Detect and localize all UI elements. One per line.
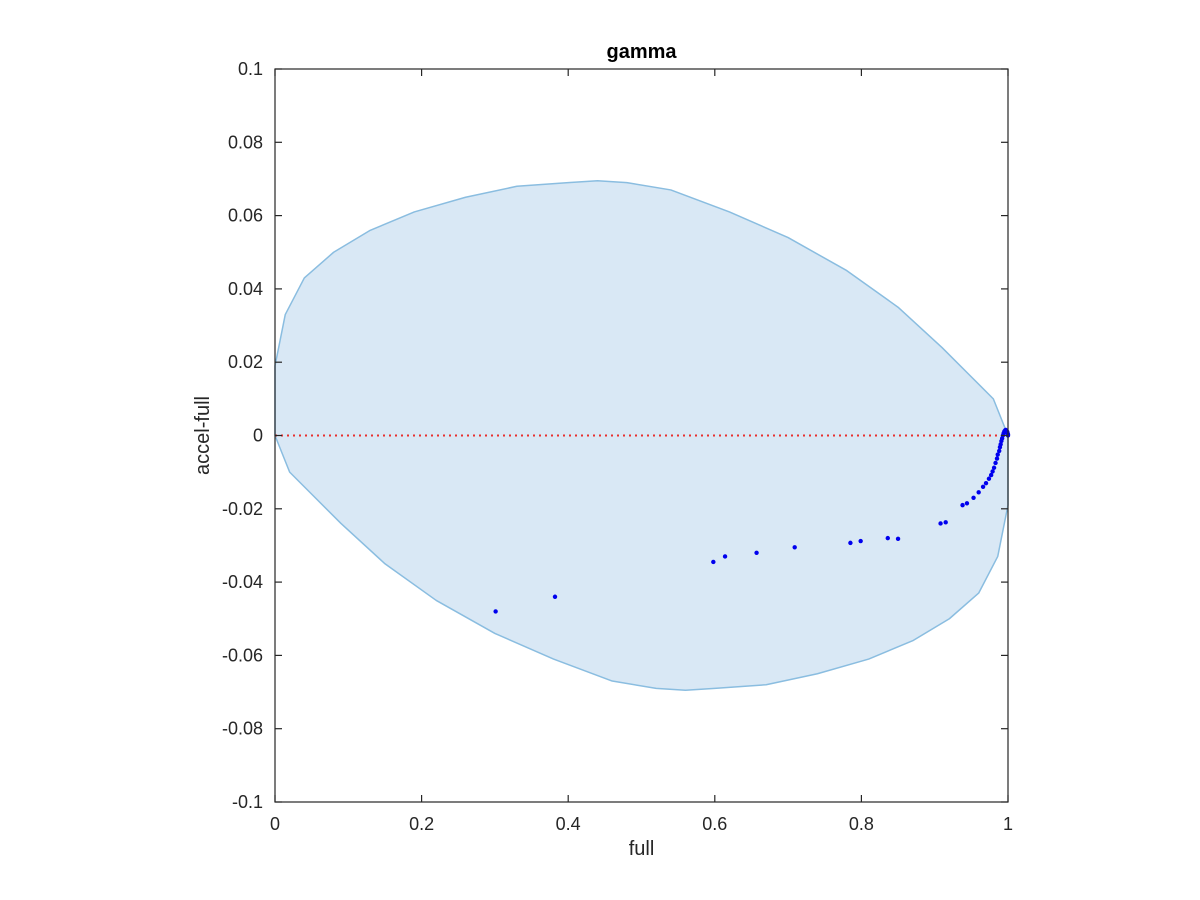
scatter-point [995, 452, 1000, 457]
scatter-point [960, 502, 965, 508]
scatter-point [986, 476, 992, 481]
y-tick-label: -0.1 [232, 792, 263, 812]
x-tick-label: 0.6 [702, 814, 727, 834]
scatter-point [858, 538, 863, 544]
y-tick-label: 0.02 [228, 352, 263, 372]
scatter-point [980, 484, 986, 490]
scatter-point [998, 442, 1003, 447]
scatter-point [988, 472, 994, 478]
axis-ticks-layer: 0 0.2 0.4 0.6 0.8 1 0.1 0.08 0.06 0.04 0.02 0 -0.02 -… [222, 59, 1013, 834]
scatter-point [990, 469, 995, 474]
y-tick-label: -0.04 [222, 572, 263, 592]
scatter-point [493, 609, 498, 614]
scatter-point [848, 540, 853, 546]
scatter-point [895, 536, 901, 542]
scatter-point [711, 559, 716, 565]
scatter-point [994, 456, 1000, 461]
scatter-point [943, 520, 948, 525]
scatter-point [792, 545, 797, 550]
scatter-point [976, 490, 981, 495]
x-tick-label: 0 [270, 814, 280, 834]
x-axis-label: full [629, 838, 655, 860]
y-axis-label: accel-full [192, 396, 214, 475]
scatter-point [552, 594, 558, 599]
y-tick-label: 0.06 [228, 206, 263, 226]
y-tick-label: 0.04 [228, 279, 263, 299]
y-tick-label: 0.08 [228, 132, 263, 152]
scatter-point [754, 550, 759, 555]
scatter-point [938, 521, 943, 526]
scatter-point [722, 554, 728, 559]
scatter-point [964, 501, 970, 506]
y-tick-label: -0.02 [222, 499, 263, 519]
y-tick-label: 0 [253, 426, 263, 446]
x-tick-label: 1 [1003, 814, 1013, 834]
scatter-point [983, 480, 989, 486]
y-tick-label: -0.08 [222, 719, 263, 739]
scatter-point [971, 495, 976, 501]
scatter-point [993, 460, 998, 466]
x-tick-label: 0.2 [409, 814, 434, 834]
chart-title: gamma [606, 41, 677, 63]
y-tick-label: 0.1 [238, 59, 263, 79]
scatter-points-layer [493, 427, 1011, 614]
y-tick-label: -0.06 [222, 645, 263, 665]
scatter-point [885, 535, 890, 541]
scatter-point [997, 448, 1002, 454]
scatter-point [991, 465, 997, 470]
x-tick-label: 0.8 [849, 814, 874, 834]
x-tick-label: 0.4 [556, 814, 581, 834]
